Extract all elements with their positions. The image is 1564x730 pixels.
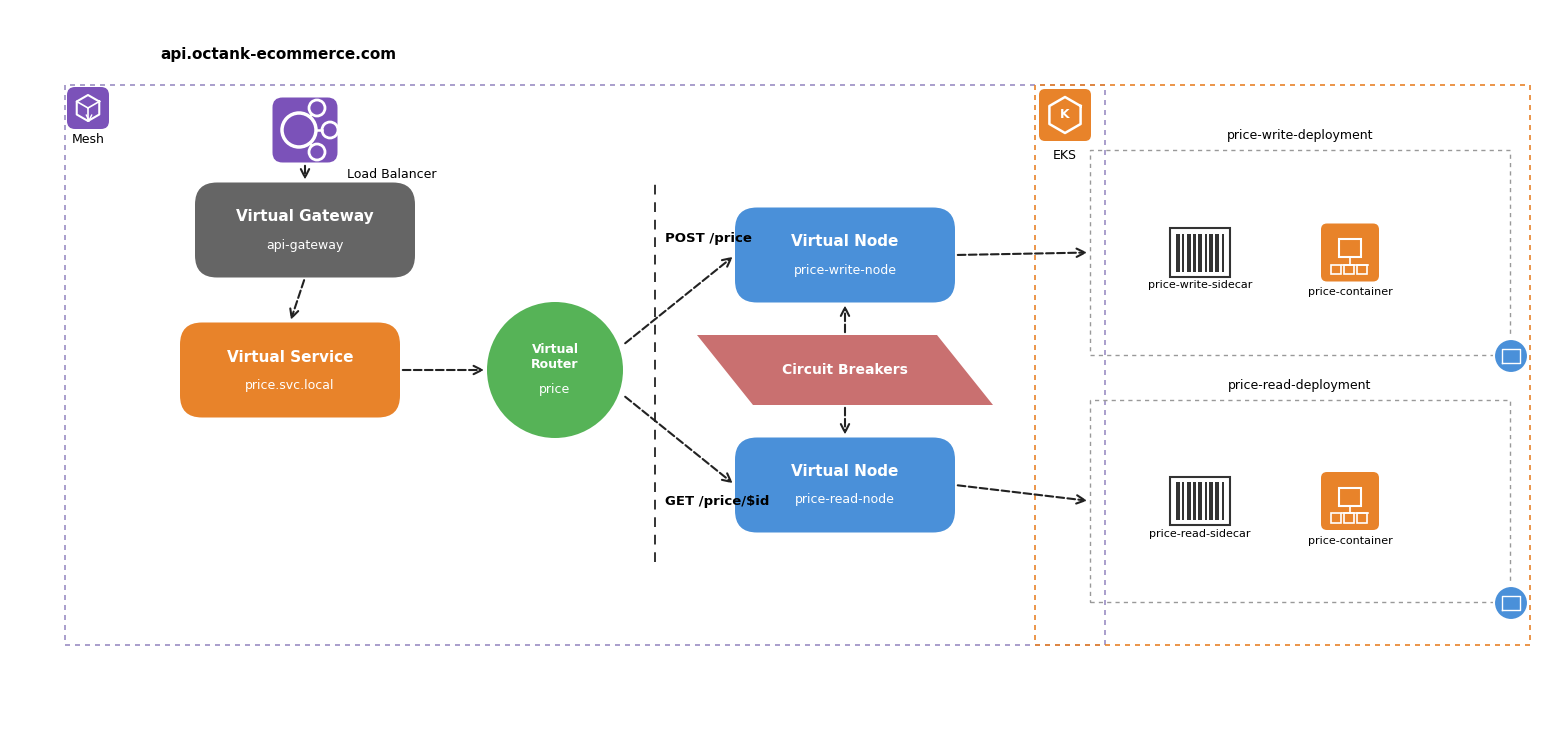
Bar bbox=[1209, 482, 1212, 520]
Text: api-gateway: api-gateway bbox=[266, 239, 344, 252]
Bar bbox=[1182, 234, 1184, 272]
Bar bbox=[1215, 234, 1218, 272]
Text: POST /price: POST /price bbox=[665, 232, 752, 245]
Text: Virtual Service: Virtual Service bbox=[227, 350, 353, 364]
Bar bbox=[1358, 513, 1367, 523]
Bar bbox=[1198, 482, 1203, 520]
Text: price.svc.local: price.svc.local bbox=[246, 378, 335, 391]
Bar bbox=[1204, 482, 1206, 520]
Bar bbox=[1331, 513, 1340, 523]
Text: Circuit Breakers: Circuit Breakers bbox=[782, 363, 909, 377]
Text: GET /price/$id: GET /price/$id bbox=[665, 495, 769, 508]
Text: Mesh: Mesh bbox=[72, 133, 105, 146]
Text: price-read-sidecar: price-read-sidecar bbox=[1150, 529, 1251, 539]
Bar bbox=[1343, 264, 1354, 274]
Text: EKS: EKS bbox=[1053, 149, 1078, 162]
FancyBboxPatch shape bbox=[735, 207, 956, 302]
Bar bbox=[1187, 234, 1190, 272]
FancyBboxPatch shape bbox=[1322, 223, 1379, 282]
FancyBboxPatch shape bbox=[1322, 472, 1379, 530]
Text: price-write-deployment: price-write-deployment bbox=[1226, 129, 1373, 142]
Bar bbox=[1221, 482, 1225, 520]
Bar bbox=[1343, 513, 1354, 523]
Text: price-container: price-container bbox=[1308, 288, 1392, 298]
Text: price-write-node: price-write-node bbox=[793, 264, 896, 277]
FancyBboxPatch shape bbox=[272, 98, 338, 163]
Text: price-container: price-container bbox=[1308, 536, 1392, 546]
Bar bbox=[1331, 264, 1340, 274]
FancyBboxPatch shape bbox=[735, 437, 956, 532]
Text: Virtual Gateway: Virtual Gateway bbox=[236, 210, 374, 225]
Bar bbox=[1170, 228, 1229, 277]
Bar bbox=[1182, 482, 1184, 520]
Bar bbox=[1209, 234, 1212, 272]
FancyBboxPatch shape bbox=[180, 323, 400, 418]
Circle shape bbox=[1494, 586, 1528, 620]
Polygon shape bbox=[698, 335, 993, 405]
Text: api.octank-ecommerce.com: api.octank-ecommerce.com bbox=[160, 47, 396, 63]
Bar bbox=[1339, 239, 1361, 258]
Text: price-read-node: price-read-node bbox=[795, 493, 895, 507]
Bar bbox=[1204, 234, 1206, 272]
Bar bbox=[1339, 488, 1361, 506]
FancyBboxPatch shape bbox=[67, 87, 109, 129]
Text: Load Balancer: Load Balancer bbox=[347, 168, 436, 181]
Text: Virtual
Router: Virtual Router bbox=[532, 343, 579, 371]
Bar bbox=[1193, 482, 1195, 520]
Bar bbox=[1215, 482, 1218, 520]
Bar bbox=[1193, 234, 1195, 272]
Bar bbox=[1221, 234, 1225, 272]
Text: price-read-deployment: price-read-deployment bbox=[1228, 379, 1372, 392]
Bar bbox=[1198, 234, 1203, 272]
Text: K: K bbox=[1060, 109, 1070, 121]
Text: price: price bbox=[540, 383, 571, 396]
Text: Virtual Node: Virtual Node bbox=[791, 234, 899, 250]
Circle shape bbox=[1494, 339, 1528, 373]
FancyBboxPatch shape bbox=[1038, 89, 1092, 141]
Text: Virtual Node: Virtual Node bbox=[791, 464, 899, 480]
Bar bbox=[1176, 482, 1179, 520]
Text: price-write-sidecar: price-write-sidecar bbox=[1148, 280, 1253, 291]
Bar bbox=[1358, 264, 1367, 274]
FancyBboxPatch shape bbox=[196, 182, 414, 277]
Bar bbox=[1170, 477, 1229, 525]
Circle shape bbox=[486, 302, 622, 438]
Bar bbox=[1187, 482, 1190, 520]
Bar bbox=[1176, 234, 1179, 272]
